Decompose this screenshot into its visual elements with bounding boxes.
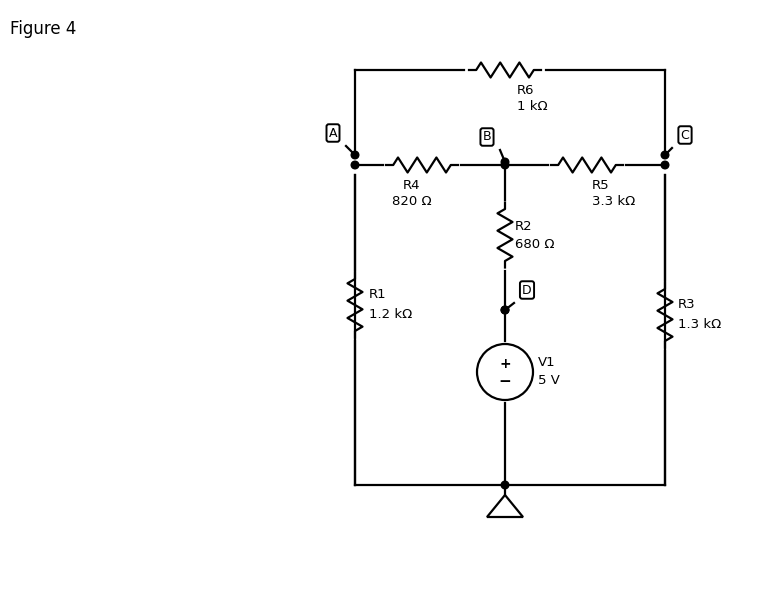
Circle shape <box>501 161 509 169</box>
Text: R5: R5 <box>592 179 610 192</box>
Text: 820 Ω: 820 Ω <box>392 195 431 208</box>
Circle shape <box>351 161 358 169</box>
Circle shape <box>501 481 509 489</box>
Text: +: + <box>499 357 511 371</box>
Text: R2: R2 <box>515 220 533 232</box>
Text: R3: R3 <box>678 298 696 311</box>
Text: A: A <box>329 127 337 140</box>
Text: D: D <box>522 283 532 296</box>
Text: −: − <box>498 373 511 389</box>
Text: V1: V1 <box>538 356 556 370</box>
Text: 1.3 kΩ: 1.3 kΩ <box>678 319 721 331</box>
Text: 5 V: 5 V <box>538 374 560 388</box>
Circle shape <box>351 151 358 159</box>
Text: Figure 4: Figure 4 <box>10 20 76 38</box>
Text: C: C <box>680 128 689 142</box>
Circle shape <box>661 161 669 169</box>
Circle shape <box>661 151 669 159</box>
Text: 1.2 kΩ: 1.2 kΩ <box>369 308 412 322</box>
Circle shape <box>501 306 509 314</box>
Circle shape <box>501 158 509 166</box>
Text: B: B <box>482 130 492 143</box>
Text: R4: R4 <box>403 179 421 192</box>
Text: R6: R6 <box>517 84 534 97</box>
Text: 1 kΩ: 1 kΩ <box>517 100 548 113</box>
Text: R1: R1 <box>369 289 387 301</box>
Text: 3.3 kΩ: 3.3 kΩ <box>592 195 635 208</box>
Text: 680 Ω: 680 Ω <box>515 238 555 251</box>
Circle shape <box>501 306 509 314</box>
